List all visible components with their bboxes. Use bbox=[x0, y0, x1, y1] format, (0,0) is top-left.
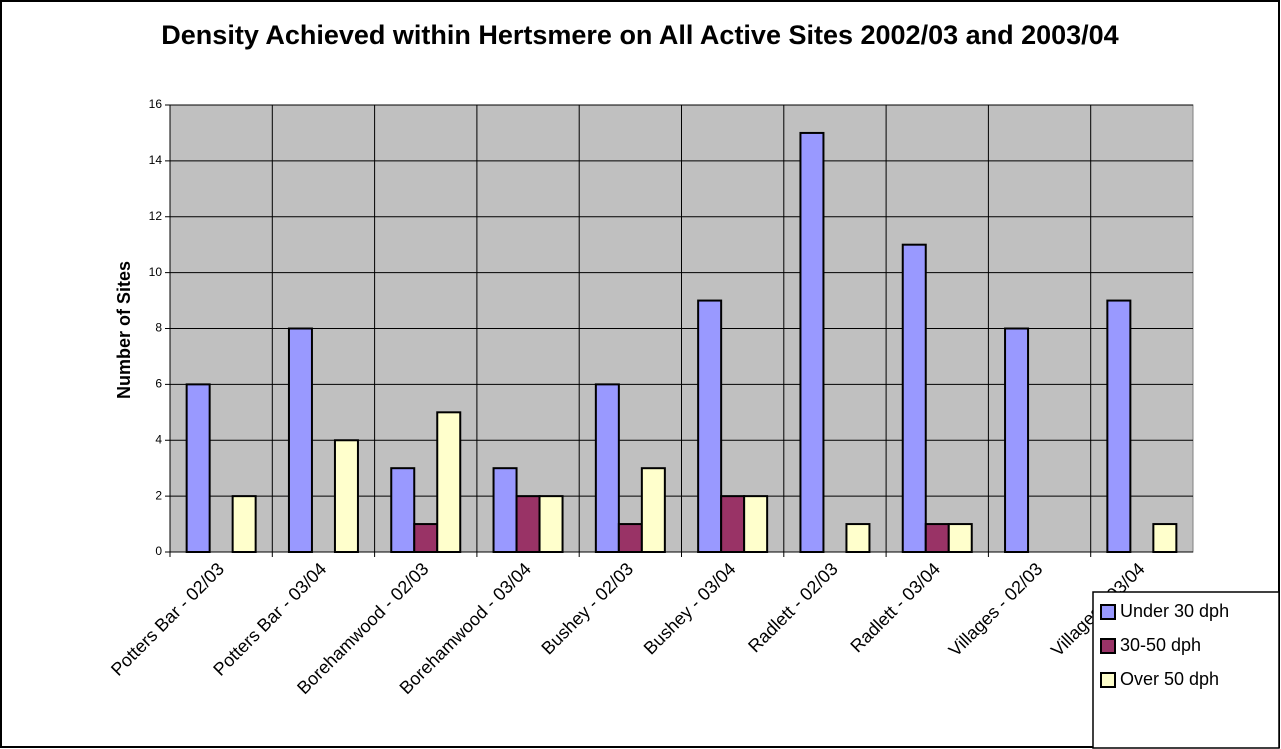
bar bbox=[799, 131, 825, 553]
legend-swatch bbox=[1100, 604, 1116, 620]
legend-label: Under 30 dph bbox=[1120, 601, 1229, 621]
bar bbox=[594, 383, 620, 553]
bar bbox=[901, 243, 927, 553]
bar bbox=[617, 523, 643, 553]
y-tick-label: 8 bbox=[155, 321, 162, 335]
bar bbox=[413, 523, 439, 553]
bar bbox=[436, 411, 462, 553]
bar bbox=[492, 467, 518, 553]
y-tick-label: 0 bbox=[155, 544, 162, 558]
legend-swatch bbox=[1100, 638, 1116, 654]
bar bbox=[231, 495, 257, 553]
bar bbox=[1106, 299, 1132, 553]
bar bbox=[390, 467, 416, 553]
bar bbox=[640, 467, 666, 553]
y-tick-label: 4 bbox=[155, 432, 162, 446]
bar bbox=[845, 523, 871, 553]
y-tick-label: 2 bbox=[155, 488, 162, 502]
bar bbox=[515, 495, 541, 553]
bar bbox=[947, 523, 973, 553]
y-tick-label: 14 bbox=[149, 153, 163, 167]
bar bbox=[720, 495, 746, 553]
y-tick-label: 12 bbox=[149, 209, 163, 223]
bar bbox=[538, 495, 564, 553]
y-axis-label: Number of Sites bbox=[114, 261, 134, 399]
y-tick-label: 16 bbox=[149, 97, 163, 111]
bar bbox=[185, 383, 211, 553]
chart-title: Density Achieved within Hertsmere on All… bbox=[161, 20, 1119, 50]
bar bbox=[333, 439, 359, 553]
y-tick-label: 10 bbox=[149, 265, 163, 279]
legend-label: 30-50 dph bbox=[1120, 635, 1201, 655]
legend-label: Over 50 dph bbox=[1120, 669, 1219, 689]
bar bbox=[1152, 523, 1178, 553]
bar bbox=[287, 327, 313, 553]
bar bbox=[1004, 327, 1030, 553]
legend-swatch bbox=[1100, 672, 1116, 688]
bar bbox=[743, 495, 769, 553]
bar bbox=[924, 523, 950, 553]
bar bbox=[697, 299, 723, 553]
legend-box bbox=[1092, 591, 1280, 749]
y-tick-label: 6 bbox=[155, 377, 162, 391]
